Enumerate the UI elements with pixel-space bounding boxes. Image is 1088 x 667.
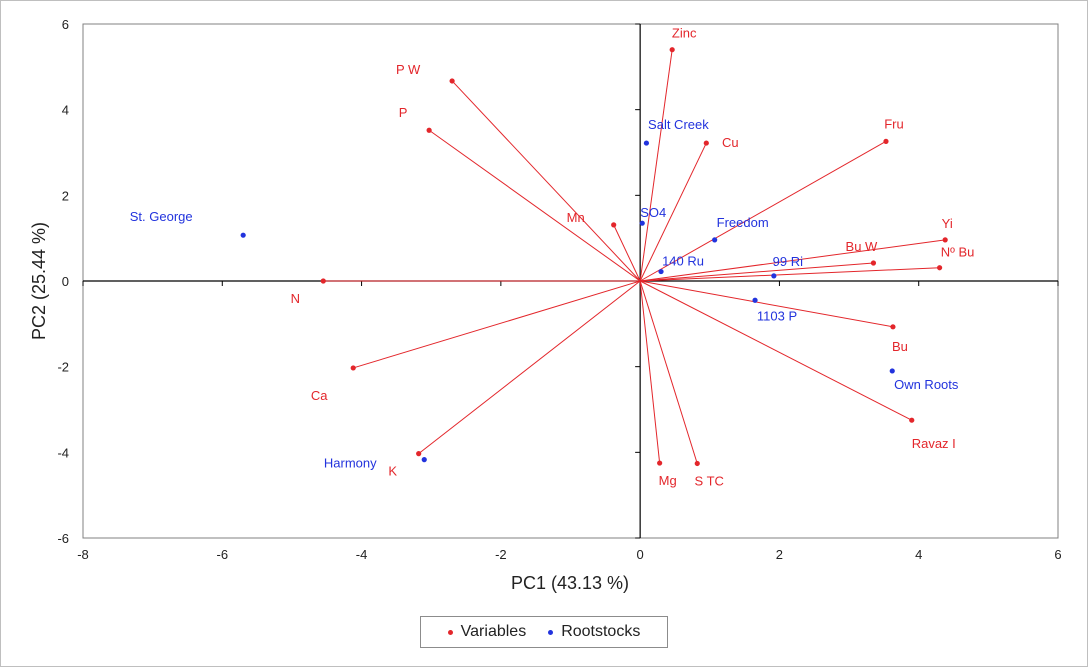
variables-point <box>657 460 663 466</box>
variables-point <box>669 47 675 53</box>
legend-label-variables: Variables <box>460 623 527 640</box>
rootstocks-point <box>752 297 758 303</box>
x-tick-label: 6 <box>1054 547 1061 562</box>
rootstocks-point <box>639 220 645 226</box>
legend-marker-rootstocks <box>548 629 554 635</box>
y-tick-label: 6 <box>62 17 69 32</box>
variables-vector <box>639 280 698 464</box>
variables-point <box>909 417 915 423</box>
variables-point <box>320 278 326 284</box>
variables-point <box>426 127 432 133</box>
variables-point-label: Fru <box>884 116 904 131</box>
variables-point <box>449 78 455 84</box>
x-tick-label: 4 <box>915 547 922 562</box>
biplot-chart: -8 -6 -4 -2 0 2 4 6 -6 -4 -2 0 2 4 6 Zinc P W P Cu Fru Mn Yi… <box>29 17 1062 593</box>
variables-vector <box>418 280 641 455</box>
variables-point-label: Nº Bu <box>941 245 975 260</box>
rootstocks-point-label: St. George <box>130 209 193 224</box>
rootstocks-point-label: Freedom <box>717 215 769 230</box>
rootstocks-point-label: 99 Ri <box>773 254 803 269</box>
variables-point-label: Ravaz I <box>912 436 956 451</box>
y-tick-label: 0 <box>62 274 69 289</box>
rootstocks-point-label: SO4 <box>640 205 666 220</box>
y-tick-label: 2 <box>62 188 69 203</box>
y-tick-label: 4 <box>62 103 69 118</box>
variables-vector <box>639 140 887 282</box>
variables-point <box>890 324 896 330</box>
legend-marker-variables <box>447 629 453 635</box>
rootstocks-point-label: Salt Creek <box>648 117 709 132</box>
variables-point <box>937 265 943 271</box>
legend-item-variables: Variables <box>447 623 527 641</box>
variables-point <box>350 365 356 371</box>
rootstocks-point <box>421 457 427 463</box>
x-tick-label: -6 <box>217 547 229 562</box>
variables-vector <box>353 280 641 369</box>
variables-point-label: Bu <box>892 339 908 354</box>
rootstocks-point <box>712 237 718 243</box>
rootstocks-point <box>643 140 650 146</box>
variables-point <box>942 237 948 243</box>
variables-vector <box>613 224 641 282</box>
variables-vector <box>639 280 912 421</box>
variables-point <box>883 138 889 144</box>
variables-point <box>694 460 700 467</box>
variables-point-label: S TC <box>695 473 724 488</box>
x-tick-label: 2 <box>776 547 783 562</box>
y-tick-label: -2 <box>57 360 69 375</box>
rootstocks-point <box>771 273 777 279</box>
variables-point-label: Ca <box>311 388 328 403</box>
x-axis-title: PC1 (43.13 %) <box>511 573 629 593</box>
variables-vector <box>428 129 641 282</box>
variables-point-label: Yi <box>942 216 953 231</box>
variables-point-label: P W <box>396 62 421 77</box>
variables-point-label: Cu <box>722 135 739 150</box>
y-tick-label: -6 <box>57 531 69 546</box>
variables-point <box>870 260 877 266</box>
rootstocks-point-label: 140 Ru <box>662 254 704 269</box>
variables-vector <box>640 280 894 328</box>
variables-vector <box>639 142 707 282</box>
variables-point-label: P <box>399 105 408 120</box>
rootstocks-point-label: Own Roots <box>894 377 959 392</box>
y-tick-label: -4 <box>57 445 69 460</box>
variables-vector <box>639 280 661 464</box>
variables-point-label: Bu W <box>846 239 879 254</box>
variables-point <box>703 140 709 146</box>
variables-vector <box>640 267 940 282</box>
rootstocks-point-label: 1103 P <box>757 308 797 323</box>
legend-label-rootstocks: Rootstocks <box>561 623 641 640</box>
variables-vector <box>640 239 946 282</box>
variables-vector <box>639 49 673 282</box>
variables-vector <box>640 262 874 282</box>
x-tick-label: -2 <box>495 547 507 562</box>
variables-vector <box>451 80 641 282</box>
x-tick-label: -4 <box>356 547 368 562</box>
variables-point <box>416 451 422 457</box>
variables-point-label: Zinc <box>672 26 697 41</box>
rootstocks-point-label: Harmony <box>324 456 377 471</box>
rootstocks-point <box>240 232 246 238</box>
x-tick-label: 0 <box>637 547 644 562</box>
variables-point-label: Mn <box>567 210 585 225</box>
legend-item-rootstocks: Rootstocks <box>548 623 640 641</box>
rootstocks-point <box>658 268 664 275</box>
rootstocks-point <box>889 368 895 374</box>
variables-point-label: N <box>291 291 300 306</box>
variables-point-label: K <box>388 464 397 479</box>
chart-legend: Variables Rootstocks <box>420 616 668 648</box>
variables-point <box>611 222 617 228</box>
y-axis-title: PC2 (25.44 %) <box>29 222 49 340</box>
x-tick-label: -8 <box>77 547 89 562</box>
variables-point-label: Mg <box>659 473 677 488</box>
